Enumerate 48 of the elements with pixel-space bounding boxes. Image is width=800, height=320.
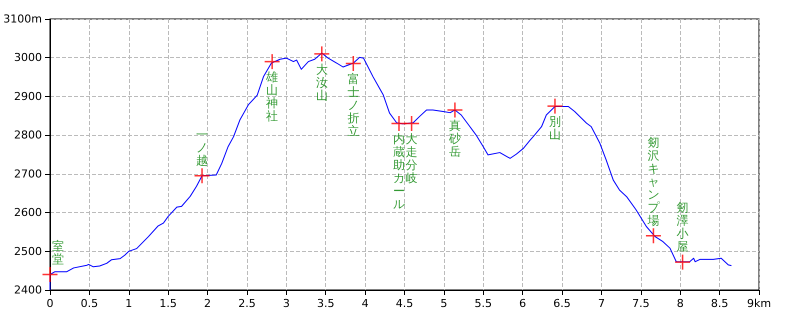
x-tick-label: 5.5 [474,297,492,310]
annotation: 雄山神社 [265,70,278,124]
annotation: 大走分岐 [406,132,418,186]
point [194,168,210,184]
point [547,98,562,114]
x-tick-label: 5 [440,297,448,310]
y-tick-label: 3100m [3,12,42,26]
point [404,116,420,132]
point [314,46,330,62]
x-tick-label: 3.5 [316,297,334,310]
annotation: 真砂岳 [448,118,461,158]
point [675,254,690,270]
y-tick-label: 2800 [14,128,42,142]
x-tick-label: 0.5 [80,297,98,310]
x-tick-label: 8 [676,297,684,310]
x-tick-label: 6.5 [553,297,571,310]
x-tick-label: 0 [46,297,54,310]
annotation: 剱沢キャンプ場 [646,135,660,228]
point [264,54,280,70]
x-tick-label: 3 [282,297,290,310]
x-tick-label: 2 [204,297,212,310]
x-tick-label: 9km [746,297,772,310]
y-tick-label: 2400 [14,284,42,296]
y-tick-label: 3000 [14,51,42,64]
x-tick-label: 4.5 [396,297,414,310]
annotation: 別山 [548,114,561,142]
annotation: 一ノ越 [196,127,208,168]
point [42,267,58,282]
y-tick-label: 2900 [14,90,42,103]
x-tick-label: 2.5 [238,297,256,310]
x-tick-label: 6 [519,297,526,310]
x-tick-label: 1.5 [159,297,177,310]
annotation: 大汝山 [316,62,328,102]
x-tick-label: 4 [362,297,369,310]
y-tick-label: 2600 [14,206,42,220]
y-tick-label: 2700 [14,167,42,180]
annotation: 富士ノ折立 [347,72,360,138]
annotation: 内蔵助カール [392,132,405,212]
x-tick-label: 1 [125,297,132,310]
x-tick-label: 7 [598,297,605,310]
y-tick-label: 2500 [14,244,42,258]
annotation: 室堂 [52,239,64,266]
point [646,228,661,244]
x-tick-label: 8.5 [710,297,728,310]
x-tick-label: 7.5 [632,297,650,310]
point [447,102,462,118]
point [346,56,361,72]
annotation: 剱澤小屋 [676,200,689,254]
